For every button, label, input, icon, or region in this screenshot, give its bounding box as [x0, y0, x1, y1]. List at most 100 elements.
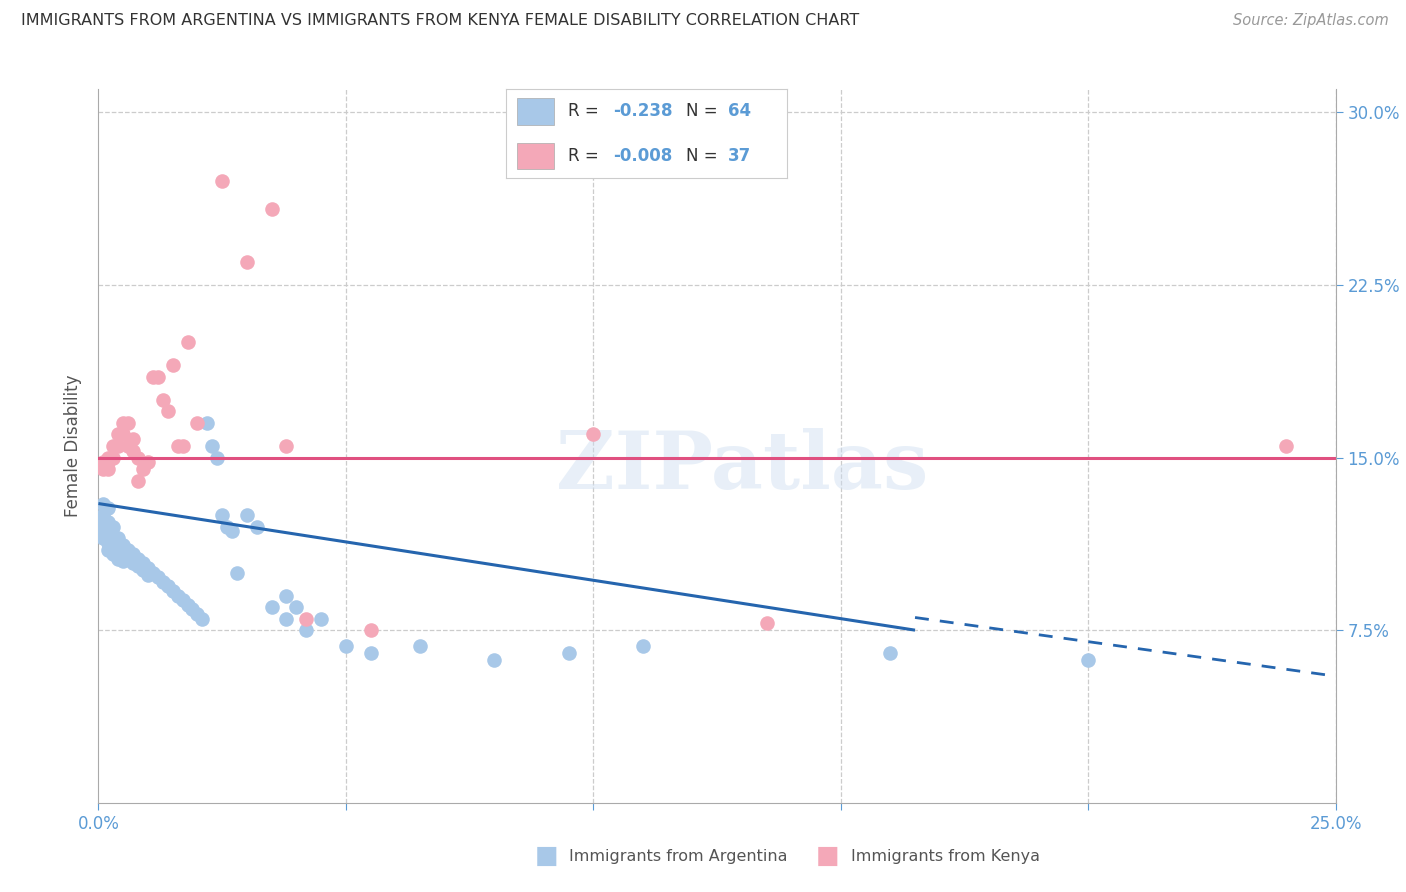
Point [246, 519, 269, 533]
Point [211, 508, 233, 522]
Text: R =: R = [568, 103, 605, 120]
Point [309, 612, 332, 626]
Point [582, 427, 605, 442]
Point [103, 542, 125, 557]
Point [107, 542, 129, 557]
Point [112, 554, 135, 568]
Point [112, 538, 135, 552]
Y-axis label: Female Disability: Female Disability [65, 375, 83, 517]
Text: ■: ■ [815, 845, 839, 868]
Point [755, 616, 778, 631]
Point [205, 450, 228, 465]
Point [112, 427, 135, 442]
Text: ZIPatlas: ZIPatlas [555, 428, 928, 507]
Text: Immigrants from Argentina: Immigrants from Argentina [569, 849, 787, 863]
Point [93, 508, 115, 522]
Point [191, 612, 214, 626]
Text: N =: N = [686, 103, 723, 120]
Point [122, 443, 145, 458]
Point [117, 551, 139, 566]
Point [142, 370, 165, 384]
Point [236, 255, 259, 269]
Point [117, 439, 139, 453]
Point [93, 497, 115, 511]
Point [176, 335, 198, 350]
Point [172, 593, 194, 607]
Point [103, 439, 125, 453]
Point [93, 462, 115, 476]
Point [260, 202, 283, 216]
Point [97, 542, 120, 557]
Point [107, 439, 129, 453]
Point [107, 551, 129, 566]
Point [221, 524, 243, 538]
Point [127, 558, 149, 573]
Point [117, 416, 139, 430]
Text: R =: R = [568, 147, 605, 165]
Point [1077, 653, 1099, 667]
Point [142, 566, 165, 580]
Point [122, 547, 145, 561]
Point [112, 416, 135, 430]
Point [132, 462, 155, 476]
Point [122, 557, 145, 571]
Text: Source: ZipAtlas.com: Source: ZipAtlas.com [1233, 13, 1389, 29]
Point [97, 501, 120, 516]
Point [276, 612, 298, 626]
Point [122, 432, 145, 446]
Point [166, 589, 188, 603]
Point [127, 450, 149, 465]
Point [127, 474, 149, 488]
Point [93, 515, 115, 529]
Point [97, 524, 120, 538]
Point [181, 602, 204, 616]
Point [103, 547, 125, 561]
Text: ■: ■ [534, 845, 558, 868]
Point [103, 450, 125, 465]
Point [276, 439, 298, 453]
Point [166, 439, 188, 453]
Point [103, 519, 125, 533]
Point [136, 455, 159, 469]
Point [484, 653, 506, 667]
Point [127, 551, 149, 566]
Point [176, 598, 198, 612]
Point [172, 439, 194, 453]
Point [295, 612, 318, 626]
Text: 64: 64 [728, 103, 751, 120]
Point [335, 640, 357, 654]
Text: IMMIGRANTS FROM ARGENTINA VS IMMIGRANTS FROM KENYA FEMALE DISABILITY CORRELATION: IMMIGRANTS FROM ARGENTINA VS IMMIGRANTS … [21, 13, 859, 29]
Point [117, 542, 139, 557]
Text: 37: 37 [728, 147, 752, 165]
Point [93, 524, 115, 538]
Point [136, 568, 159, 582]
FancyBboxPatch shape [517, 98, 554, 125]
FancyBboxPatch shape [517, 143, 554, 169]
Point [260, 600, 283, 615]
Point [276, 589, 298, 603]
Point [93, 531, 115, 545]
Point [186, 607, 208, 621]
Point [107, 531, 129, 545]
Point [97, 450, 120, 465]
Text: -0.008: -0.008 [613, 147, 672, 165]
Point [97, 515, 120, 529]
Point [211, 174, 233, 188]
Point [146, 370, 169, 384]
Point [201, 439, 224, 453]
Point [195, 416, 218, 430]
Point [107, 427, 129, 442]
Point [97, 455, 120, 469]
Point [156, 404, 179, 418]
Point [360, 646, 382, 660]
Text: -0.238: -0.238 [613, 103, 672, 120]
Point [879, 646, 901, 660]
Point [156, 579, 179, 593]
Point [295, 623, 318, 637]
Point [146, 570, 169, 584]
Point [217, 519, 239, 533]
Text: Immigrants from Kenya: Immigrants from Kenya [851, 849, 1039, 863]
Point [136, 561, 159, 575]
Point [97, 535, 120, 549]
Point [557, 646, 579, 660]
